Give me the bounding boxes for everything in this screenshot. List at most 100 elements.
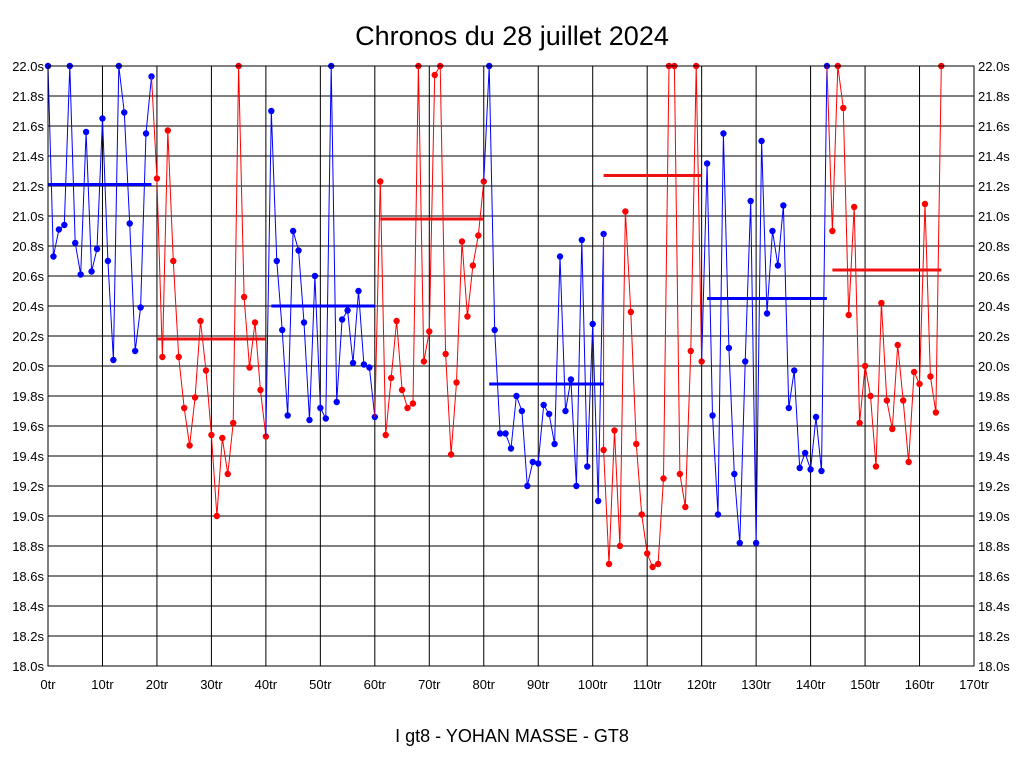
y-tick-label-right: 19.4s [978, 449, 1010, 464]
y-tick-label-right: 20.6s [978, 269, 1010, 284]
data-point [300, 319, 308, 326]
data-point [774, 262, 782, 269]
data-point [213, 512, 221, 520]
data-point [409, 400, 417, 407]
data-point [186, 442, 193, 449]
data-point [366, 364, 373, 371]
data-point [889, 425, 896, 433]
y-tick-label-right: 20.8s [978, 239, 1010, 254]
data-point [93, 245, 101, 253]
data-point [796, 464, 803, 472]
x-tick-label: 70tr [418, 677, 441, 692]
data-point [562, 407, 569, 415]
y-tick-label-right: 21.0s [978, 209, 1010, 224]
data-point [398, 386, 406, 394]
data-point [791, 367, 798, 374]
y-tick-label-left: 20.0s [12, 359, 44, 374]
data-point [801, 449, 809, 457]
data-point [142, 130, 150, 137]
data-point [360, 361, 368, 368]
data-point [77, 271, 84, 278]
data-point [829, 227, 836, 235]
data-point [616, 542, 624, 550]
data-point [785, 404, 792, 412]
x-tick-label: 100tr [578, 677, 608, 692]
chart-title: Chronos du 28 juillet 2024 [355, 21, 669, 51]
series-group [265, 62, 379, 437]
data-point [551, 440, 558, 448]
data-point [382, 431, 389, 439]
x-tick-label: 160tr [905, 677, 935, 692]
data-point [600, 446, 607, 454]
x-tick-label: 140tr [796, 677, 826, 692]
data-point [660, 475, 667, 482]
data-point [605, 560, 613, 568]
data-point [55, 226, 63, 233]
y-tick-label-right: 20.0s [978, 359, 1010, 374]
y-tick-label-right: 18.2s [978, 629, 1010, 644]
data-point [731, 470, 738, 478]
data-point [524, 482, 531, 490]
x-tick-label: 60tr [364, 677, 387, 692]
series-connector [150, 76, 158, 179]
data-point [88, 268, 95, 275]
data-point [453, 379, 460, 386]
y-tick-label-left: 19.6s [12, 419, 44, 434]
data-point [170, 257, 177, 265]
x-tick-label: 50tr [309, 677, 332, 692]
data-point [306, 416, 313, 424]
y-tick-label-left: 18.8s [12, 539, 44, 554]
series-group [701, 62, 831, 547]
data-point [251, 319, 259, 326]
data-point [137, 304, 144, 311]
data-point [856, 419, 863, 427]
y-tick-label-left: 20.8s [12, 239, 44, 254]
series-connector [265, 110, 272, 437]
data-point [377, 178, 384, 185]
y-tick-label-right: 18.8s [978, 539, 1010, 554]
data-point [916, 380, 923, 388]
data-point [594, 497, 602, 505]
y-tick-label-right: 21.8s [978, 89, 1010, 104]
data-point [295, 247, 302, 254]
y-tick-label-left: 18.4s [12, 599, 44, 614]
y-tick-label-left: 19.2s [12, 479, 44, 494]
y-tick-label-right: 19.0s [978, 509, 1010, 524]
y-tick-label-left: 19.4s [12, 449, 44, 464]
y-tick-label-right: 18.0s [978, 659, 1010, 674]
series-line [270, 65, 376, 421]
data-point [742, 358, 749, 365]
data-point [812, 413, 820, 421]
data-point [311, 272, 319, 280]
data-point [573, 482, 580, 490]
data-point [502, 430, 509, 437]
data-point [50, 253, 57, 260]
data-point [355, 287, 362, 295]
data-point [262, 433, 270, 440]
series-connector [701, 163, 708, 362]
y-tick-label-right: 21.2s [978, 179, 1010, 194]
data-point [458, 238, 466, 245]
data-point [224, 470, 231, 478]
data-point [807, 466, 814, 473]
data-point [589, 320, 596, 328]
x-tick-label: 110tr [633, 677, 662, 692]
x-tick-label: 150tr [850, 677, 880, 692]
data-point [518, 407, 526, 415]
data-point [840, 104, 847, 112]
data-point [447, 451, 455, 458]
y-tick-label-left: 20.2s [12, 329, 44, 344]
data-point [850, 203, 858, 211]
data-point [763, 310, 771, 317]
series-line [379, 64, 485, 455]
series-connector [826, 65, 833, 232]
data-point [469, 262, 477, 269]
data-point [333, 398, 340, 406]
x-tick-label: 0tr [40, 677, 56, 692]
data-point [878, 299, 885, 307]
data-point [208, 431, 215, 439]
x-axis-label: I gt8 - YOHAN MASSE - GT8 [395, 726, 629, 746]
y-tick-label-left: 21.8s [12, 89, 44, 104]
data-point [426, 328, 433, 335]
data-point [910, 368, 918, 376]
